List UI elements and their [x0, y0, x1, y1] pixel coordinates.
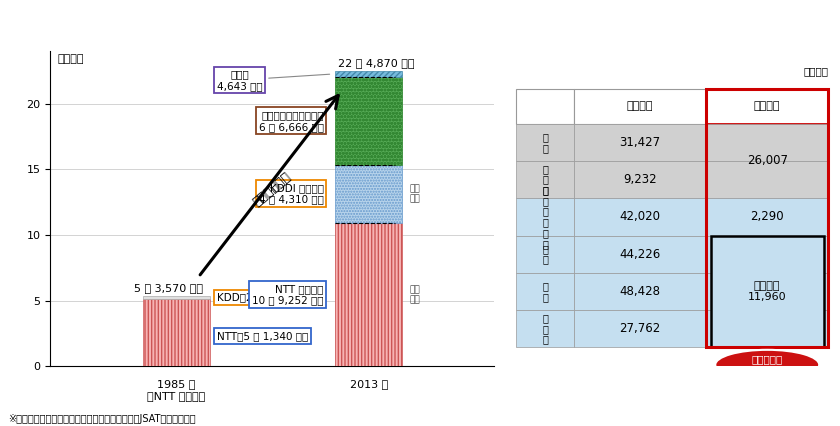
Ellipse shape — [716, 350, 819, 380]
Text: 固
定
他: 固 定 他 — [543, 164, 549, 196]
Text: 1985 年
（NTT 民営化）: 1985 年 （NTT 民営化） — [147, 380, 205, 401]
Bar — [335, 77, 402, 165]
FancyArrow shape — [209, 389, 373, 394]
Text: （兆円）: （兆円） — [58, 54, 84, 64]
Text: KDDI グループ
4 兆 4,310 億円: KDDI グループ 4 兆 4,310 億円 — [259, 183, 323, 204]
Text: 移
動
／
固
定
他: 移 動 ／ 固 定 他 — [543, 185, 549, 249]
Bar — [575, 310, 706, 348]
Bar — [706, 161, 828, 198]
Text: その他
4,643 億円: その他 4,643 億円 — [217, 69, 329, 91]
Bar — [706, 273, 828, 310]
Text: ※その他には、「電力系通信事業者」「スカパーJSAT㈱」を含む。: ※その他には、「電力系通信事業者」「スカパーJSAT㈱」を含む。 — [8, 414, 196, 424]
Bar — [575, 124, 706, 161]
Text: 26,007: 26,007 — [747, 155, 788, 167]
Text: 固
定: 固 定 — [543, 281, 549, 302]
Text: ソフトバンクグループ
6 兆 6,666 億円: ソフトバンクグループ 6 兆 6,666 億円 — [259, 110, 323, 132]
Text: NTT グループ
10 兆 9,252 億円: NTT グループ 10 兆 9,252 億円 — [252, 284, 323, 305]
Text: （内
訳）: （内 訳） — [409, 184, 420, 204]
Bar — [517, 236, 575, 273]
Text: 5 兆 3,570 億円: 5 兆 3,570 億円 — [134, 283, 203, 293]
Bar — [517, 198, 575, 236]
Text: 移
動: 移 動 — [543, 132, 549, 153]
Bar — [517, 310, 575, 348]
Bar — [575, 161, 706, 198]
Bar — [706, 124, 828, 161]
Text: 48,428: 48,428 — [620, 285, 660, 298]
Bar — [575, 89, 706, 124]
Text: 27,762: 27,762 — [620, 322, 661, 335]
Text: 売上全体の
約18%: 売上全体の 約18% — [752, 354, 783, 376]
Bar — [143, 296, 209, 299]
Text: 31,427: 31,427 — [620, 136, 661, 149]
Text: KDD：2,230 億円: KDD：2,230 億円 — [217, 293, 291, 302]
Bar — [335, 165, 402, 223]
Bar — [706, 89, 828, 348]
Bar — [575, 198, 706, 236]
Bar — [143, 299, 209, 366]
Bar — [706, 198, 828, 236]
Text: 22 兆 4,870 億円: 22 兆 4,870 億円 — [338, 58, 414, 68]
Text: 9,232: 9,232 — [623, 173, 657, 186]
Text: 2,290: 2,290 — [750, 210, 784, 223]
Bar — [706, 89, 828, 124]
Bar — [711, 236, 823, 348]
Text: （億円）: （億円） — [803, 66, 828, 76]
Bar — [335, 71, 402, 77]
Text: NTT：5 兆 1,340 億円: NTT：5 兆 1,340 億円 — [217, 331, 308, 341]
Text: 44,226: 44,226 — [620, 248, 661, 261]
Text: そ
の
他: そ の 他 — [543, 313, 549, 345]
Text: （内
訳）: （内 訳） — [409, 285, 420, 304]
Text: 約４倍に拡大: 約４倍に拡大 — [251, 170, 294, 208]
Text: 国際市場: 国際市場 — [754, 101, 780, 111]
Bar — [517, 161, 575, 198]
Bar — [706, 236, 828, 273]
Bar — [517, 273, 575, 310]
Text: 左記の内
11,960: 左記の内 11,960 — [748, 281, 786, 302]
Text: 42,020: 42,020 — [620, 210, 660, 223]
Bar — [575, 273, 706, 310]
Bar — [335, 223, 402, 366]
Text: 28 年: 28 年 — [265, 385, 295, 398]
Text: 移
動: 移 動 — [543, 244, 549, 265]
Bar — [517, 89, 575, 124]
Text: 国内市場: 国内市場 — [627, 101, 654, 111]
Text: 2013 年: 2013 年 — [349, 380, 388, 389]
Bar — [706, 310, 828, 348]
Bar — [517, 124, 575, 161]
Bar — [575, 236, 706, 273]
